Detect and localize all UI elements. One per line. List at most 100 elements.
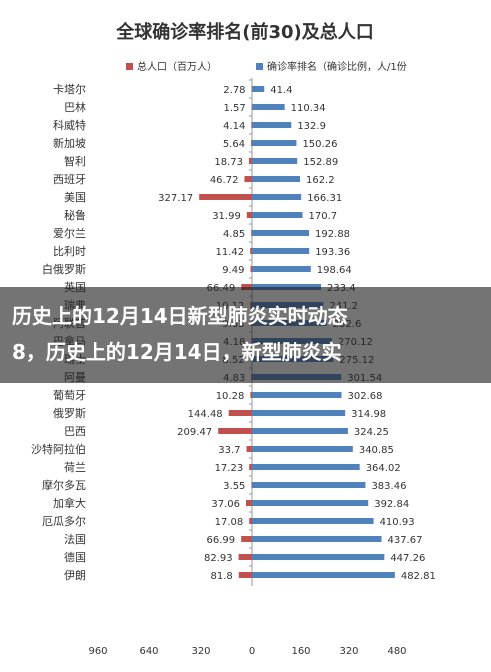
infection-rate-bar [252,500,369,506]
legend-swatch-infection-rate [256,63,263,70]
population-bar [228,410,252,416]
infection-rate-data-label: 150.26 [302,139,337,150]
population-data-label: 33.7 [218,445,240,456]
population-data-label: 37.06 [211,499,240,510]
infection-rate-bar [252,140,297,146]
population-bar [238,554,252,560]
category-label: 秘鲁 [64,208,86,222]
category-label: 新加坡 [53,136,86,150]
infection-rate-bar [252,428,348,434]
infection-rate-data-label: 482.81 [401,571,436,582]
infection-rate-data-label: 110.34 [291,103,326,114]
chart-title: 全球确诊率排名(前30)及总人口 [115,21,374,43]
category-label: 法国 [64,532,86,546]
legend-label-infection-rate: 确诊率排名（确诊比例，人/1份 [267,60,407,73]
population-bar [248,158,252,164]
infection-rate-data-label: 152.89 [303,157,338,168]
infection-rate-bar [252,554,385,560]
population-data-label: 4.14 [223,121,245,132]
infection-rate-data-label: 324.25 [354,427,389,438]
population-data-label: 31.99 [212,211,241,222]
category-label: 加拿大 [53,496,86,510]
x-axis-tick-label: 480 [387,646,406,657]
infection-rate-data-label: 447.26 [390,553,425,564]
population-bar [251,230,252,236]
population-bar [251,482,252,488]
population-bar [251,122,252,128]
category-label: 智利 [64,154,86,168]
infection-rate-bar [252,536,382,542]
population-data-label: 9.49 [222,265,244,276]
infection-rate-data-label: 198.64 [317,265,352,276]
infection-rate-data-label: 193.36 [315,247,350,258]
infection-rate-bar [252,194,302,200]
population-data-label: 66.99 [207,535,236,546]
legend-label-population: 总人口（百万人） [137,60,217,73]
infection-rate-data-label: 437.67 [387,535,422,546]
category-label: 巴林 [64,100,86,114]
infection-rate-data-label: 166.31 [307,193,342,204]
population-data-label: 327.17 [158,193,193,204]
infection-rate-data-label: 314.98 [351,409,386,420]
population-bar [250,392,252,398]
infection-rate-bar [252,86,265,92]
infection-rate-bar [252,122,292,128]
population-data-label: 46.72 [210,175,239,186]
population-data-label: 2.78 [223,85,245,96]
population-bar [246,500,252,506]
population-data-label: 3.55 [223,481,245,492]
infection-rate-data-label: 340.85 [359,445,394,456]
category-label: 葡萄牙 [53,389,86,402]
population-bar [249,518,252,524]
x-axis-tick-label: 960 [88,646,107,657]
infection-rate-bar [252,176,300,182]
infection-rate-bar [252,446,353,452]
population-bar [244,176,252,182]
infection-rate-data-label: 410.93 [380,517,415,528]
population-bar [241,536,252,542]
population-bar [249,464,252,470]
population-data-label: 144.48 [188,409,223,420]
population-data-label: 17.08 [215,517,244,528]
x-axis-tick-label: 320 [339,646,358,657]
infection-rate-bar [252,212,303,218]
category-label: 荷兰 [64,461,86,474]
population-bar [218,428,252,434]
x-axis-tick-label: 320 [191,646,210,657]
population-data-label: 82.93 [204,553,233,564]
category-label: 沙特阿拉伯 [31,442,86,456]
infection-rate-bar [252,464,360,470]
category-label: 爱尔兰 [53,227,86,240]
legend-swatch-population [126,63,133,70]
population-bar [250,266,252,272]
infection-rate-data-label: 132.9 [297,121,326,132]
population-bar [246,446,252,452]
infection-rate-bar [252,482,366,488]
infection-rate-bar [252,410,346,416]
population-data-label: 17.23 [215,463,244,474]
infection-rate-data-label: 170.7 [308,211,337,222]
infection-rate-data-label: 302.68 [348,391,383,402]
category-label: 巴西 [64,425,86,438]
x-axis-tick-label: 160 [291,646,310,657]
population-data-label: 11.42 [216,247,245,258]
population-data-label: 10.28 [216,391,245,402]
population-bar [238,572,252,578]
infection-rate-bar [252,392,342,398]
population-data-label: 1.57 [223,103,245,114]
headline-overlay [0,287,491,383]
infection-rate-data-label: 392.84 [374,499,409,510]
x-axis-tick-label: 0 [249,646,255,657]
headline-line-2: 8，历史上的12月14日，新型肺炎实 [12,340,342,364]
category-label: 摩尔多瓦 [42,478,86,492]
population-bar [250,248,252,254]
category-label: 白俄罗斯 [42,262,86,276]
infection-rate-bar [252,266,311,272]
category-label: 厄瓜多尔 [42,514,86,528]
infection-rate-data-label: 364.02 [366,463,401,474]
category-label: 美国 [64,191,86,204]
category-label: 科威特 [53,118,86,132]
infection-rate-bar [252,572,395,578]
infection-rate-bar [252,158,298,164]
category-label: 比利时 [53,245,86,258]
